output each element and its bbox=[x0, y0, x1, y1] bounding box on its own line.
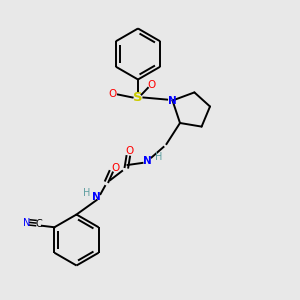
Text: C: C bbox=[35, 219, 42, 229]
Text: N: N bbox=[142, 155, 152, 166]
Text: O: O bbox=[125, 146, 133, 157]
Text: S: S bbox=[133, 91, 143, 104]
Text: O: O bbox=[108, 89, 117, 100]
Text: H: H bbox=[155, 152, 162, 163]
Text: O: O bbox=[147, 80, 156, 91]
Text: N: N bbox=[92, 191, 101, 202]
Text: N: N bbox=[22, 218, 30, 228]
Text: H: H bbox=[83, 188, 90, 198]
Text: N: N bbox=[168, 95, 177, 106]
Text: O: O bbox=[111, 163, 120, 173]
